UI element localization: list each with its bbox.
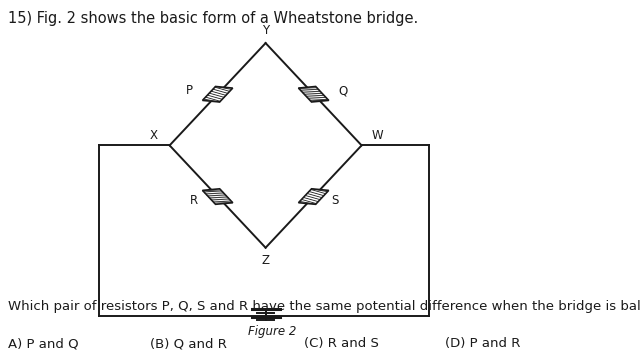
Text: Z: Z [262, 254, 269, 267]
Text: A) P and Q: A) P and Q [8, 337, 78, 350]
Text: Which pair of resistors P, Q, S and R have the same potential difference when th: Which pair of resistors P, Q, S and R ha… [8, 300, 640, 313]
Text: S: S [332, 194, 339, 207]
Polygon shape [298, 87, 329, 102]
Text: (C) R and S: (C) R and S [304, 337, 379, 350]
Text: X: X [150, 129, 158, 142]
Polygon shape [202, 189, 233, 204]
Polygon shape [298, 189, 329, 204]
Text: (D) P and R: (D) P and R [445, 337, 520, 350]
Polygon shape [202, 87, 233, 102]
Text: P: P [186, 84, 193, 97]
Text: Y: Y [262, 24, 269, 37]
Text: 15) Fig. 2 shows the basic form of a Wheatstone bridge.: 15) Fig. 2 shows the basic form of a Whe… [8, 11, 418, 26]
Text: Figure 2: Figure 2 [248, 325, 296, 338]
Text: (B) Q and R: (B) Q and R [150, 337, 227, 350]
Text: R: R [190, 194, 198, 207]
Text: W: W [371, 129, 383, 142]
Text: Q: Q [338, 84, 347, 97]
